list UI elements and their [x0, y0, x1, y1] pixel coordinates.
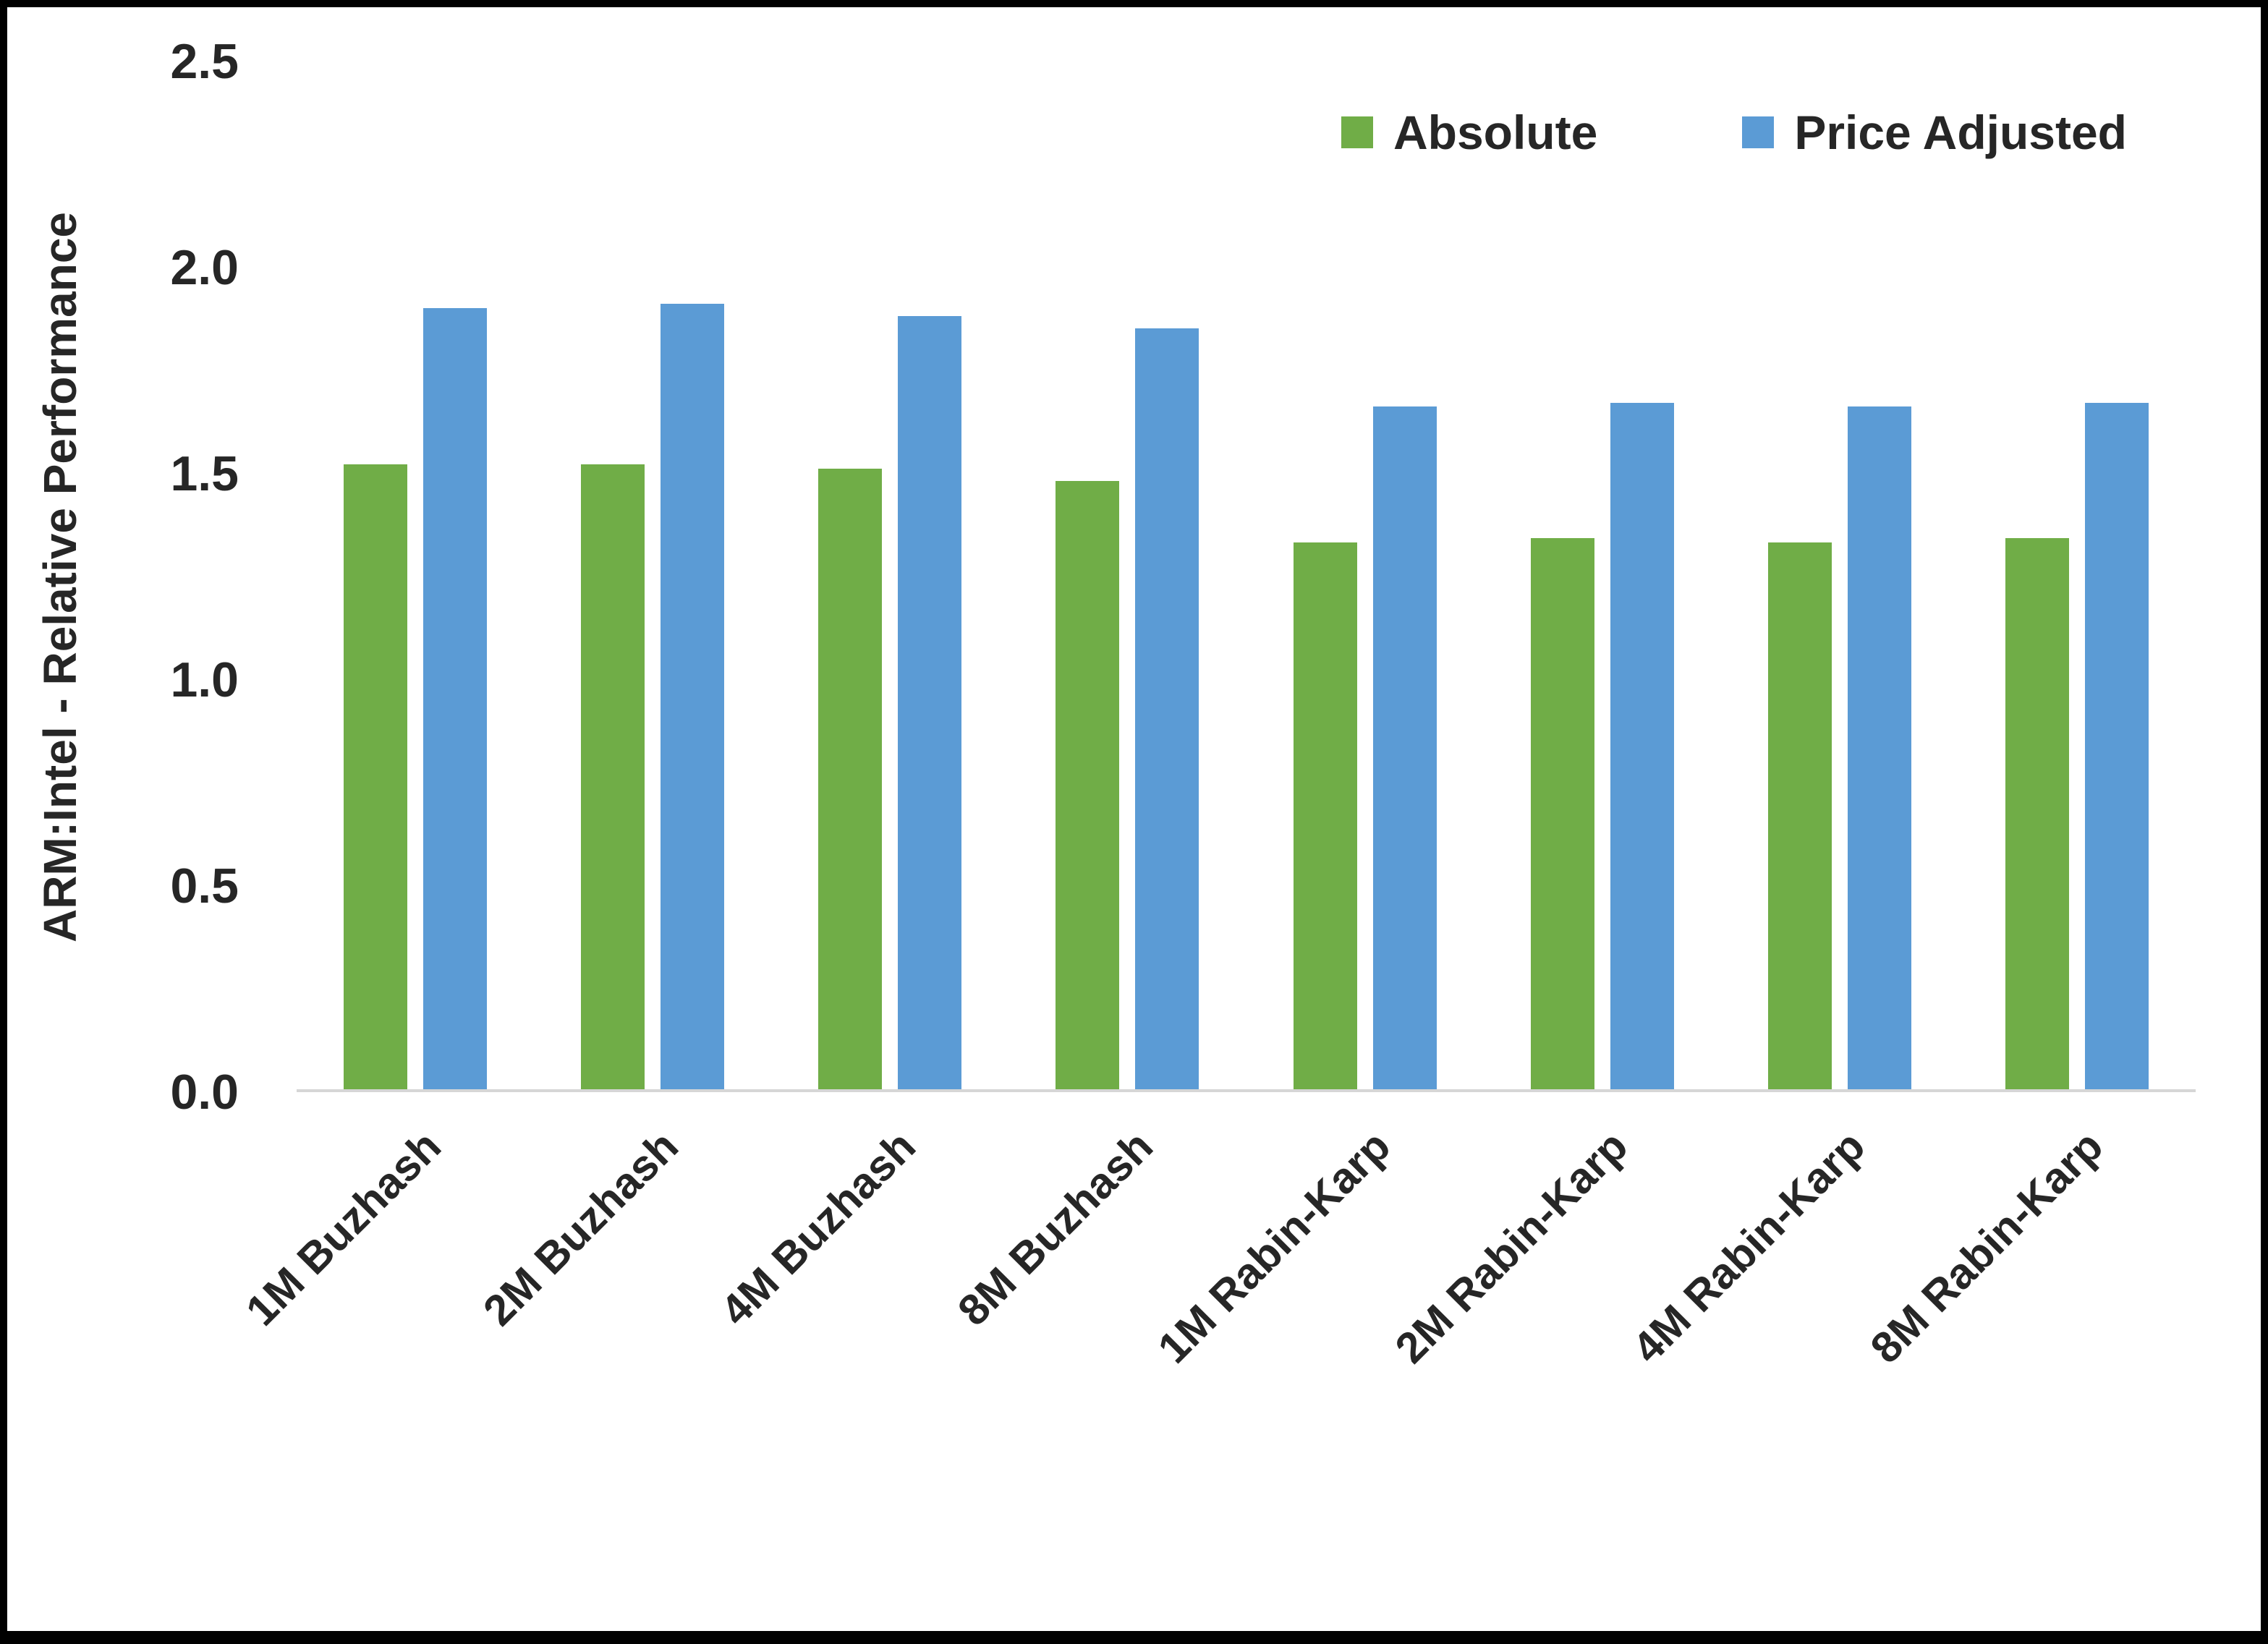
bar-group: [1484, 61, 1721, 1089]
legend-item: Absolute: [1341, 108, 1597, 156]
legend-swatch: [1742, 116, 1775, 148]
plot-area: [297, 61, 2196, 1092]
legend-label: Price Adjusted: [1794, 106, 2127, 159]
bar-group: [1008, 61, 1246, 1089]
bar-price-adjusted: [1610, 402, 1674, 1089]
bar-group: [1721, 61, 1958, 1089]
y-axis-title-text: ARM:Intel - Relative Performance: [34, 211, 86, 942]
bar-absolute: [818, 468, 883, 1089]
legend-label: Absolute: [1393, 106, 1598, 159]
bar-price-adjusted: [1372, 406, 1437, 1089]
bar-price-adjusted: [1847, 406, 1911, 1089]
legend-swatch: [1341, 116, 1373, 148]
bar-group: [1246, 61, 1484, 1089]
bar-group: [534, 61, 771, 1089]
y-tick-label: 2.5: [170, 34, 239, 89]
bar-absolute: [1767, 542, 1832, 1089]
bar-price-adjusted: [2084, 402, 2149, 1089]
x-axis-labels: 1M Buzhash 2M Buzhash 4M Buzhash 8M Buzhash…: [237, 1096, 2196, 1544]
bar-absolute: [344, 464, 408, 1089]
bar-price-adjusted: [423, 308, 488, 1089]
y-tick-label: 0.5: [170, 859, 239, 913]
bar-group: [297, 61, 534, 1089]
bar-absolute: [581, 464, 645, 1089]
bar-price-adjusted: [1135, 328, 1199, 1089]
bar-absolute: [1293, 542, 1357, 1089]
legend: Absolute Price Adjusted: [1341, 108, 2127, 156]
x-label-slot: 8M Rabin-Karp: [1861, 1096, 2196, 1544]
bar-price-adjusted: [661, 304, 725, 1089]
y-tick-label: 1.5: [170, 446, 239, 501]
y-tick-label: 1.0: [170, 652, 239, 707]
bar-absolute: [2005, 538, 2069, 1089]
x-tick-label: 1M Buzhash: [237, 1121, 451, 1335]
bar-price-adjusted: [898, 316, 962, 1089]
legend-item: Price Adjusted: [1742, 108, 2127, 156]
y-tick-label: 2.0: [170, 240, 239, 295]
bar-group: [1958, 61, 2196, 1089]
bar-absolute: [1530, 538, 1594, 1089]
bar-group: [771, 61, 1008, 1089]
y-tick-label: 0.0: [170, 1065, 239, 1120]
y-axis-ticks: 0.0 0.5 1.0 1.5 2.0 2.5: [101, 37, 268, 1117]
y-axis-title: ARM:Intel - Relative Performance: [20, 61, 100, 1092]
bar-absolute: [1056, 480, 1120, 1089]
